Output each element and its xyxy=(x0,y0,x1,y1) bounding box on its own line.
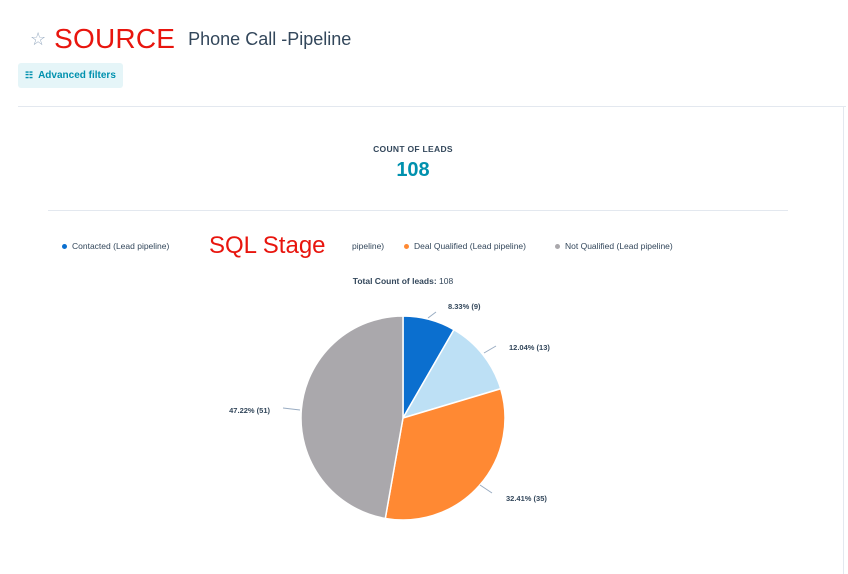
legend-dot xyxy=(404,243,409,249)
panel-top-border xyxy=(18,106,846,107)
legend-label: Contacted (Lead pipeline) xyxy=(72,241,170,251)
legend-item-contacted[interactable]: Contacted (Lead pipeline) xyxy=(62,241,169,251)
legend-label: pipeline) xyxy=(352,241,385,251)
section-divider xyxy=(48,210,788,211)
pie-slice-label: 8.33% (9) xyxy=(448,302,481,311)
star-outline-icon[interactable]: ☆ xyxy=(30,29,47,49)
legend-item-not-qualified[interactable]: Not Qualified (Lead pipeline) xyxy=(555,241,673,251)
pie-label-connector xyxy=(483,345,497,354)
sliders-icon: ☷ xyxy=(25,70,34,80)
pie-slice-label: 47.22% (51) xyxy=(229,406,270,415)
panel-right-border xyxy=(843,106,844,574)
total-label: Total Count of leads: xyxy=(352,276,437,286)
legend-dot xyxy=(62,243,67,249)
source-overlay-label: SOURCE xyxy=(54,23,176,54)
metric-value: 108 xyxy=(396,159,430,181)
report-title: Phone Call -Pipeline xyxy=(188,28,352,49)
advanced-filters-label: Advanced filters xyxy=(38,70,116,81)
pie-slice-label: 32.41% (35) xyxy=(506,494,547,503)
legend-label: Deal Qualified (Lead pipeline) xyxy=(414,241,526,251)
pie-label-connector xyxy=(282,407,301,411)
pie-label-connector xyxy=(479,484,493,494)
pie-slice[interactable] xyxy=(384,387,506,521)
pie-slice-label: 12.04% (13) xyxy=(509,343,550,352)
report-header: ☆ SOURCE Phone Call -Pipeline xyxy=(30,22,351,56)
legend-label: Not Qualified (Lead pipeline) xyxy=(565,241,673,251)
metric-label: COUNT OF LEADS xyxy=(373,144,453,154)
total-value: 108 xyxy=(439,276,454,286)
pie-label-connector xyxy=(427,311,437,319)
advanced-filters-button[interactable]: ☷ Advanced filters xyxy=(18,63,123,88)
sql-stage-overlay-label: SQL Stage xyxy=(207,232,328,260)
chart-total: Total Count of leads: 108 xyxy=(0,276,806,286)
legend-item-sql[interactable]: pipeline) xyxy=(352,241,384,251)
pie-slice[interactable] xyxy=(300,315,404,520)
legend-dot xyxy=(555,243,560,249)
legend-item-deal-qualified[interactable]: Deal Qualified (Lead pipeline) xyxy=(404,241,526,251)
